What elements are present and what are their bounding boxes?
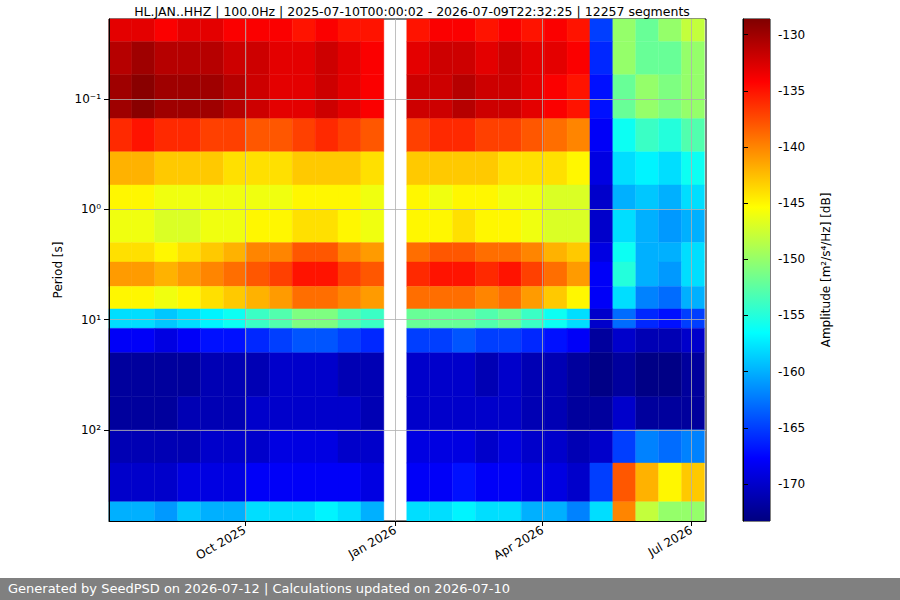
svg-text:Period [s]: Period [s] (51, 242, 65, 299)
svg-text:Apr 2026: Apr 2026 (491, 523, 546, 563)
svg-text:-130: -130 (778, 28, 805, 42)
svg-text:Jul 2026: Jul 2026 (645, 523, 695, 560)
svg-text:10²: 10² (81, 423, 101, 437)
svg-text:10⁰: 10⁰ (81, 202, 101, 216)
svg-text:10¹: 10¹ (81, 313, 101, 327)
svg-text:-170: -170 (778, 477, 805, 491)
svg-text:Generated by SeedPSD on 2026-0: Generated by SeedPSD on 2026-07-12 | Cal… (8, 581, 510, 596)
svg-text:Amplitude [m²/s⁴/Hz] [dB]: Amplitude [m²/s⁴/Hz] [dB] (819, 193, 833, 348)
svg-text:-155: -155 (778, 308, 805, 322)
svg-text:-160: -160 (778, 365, 805, 379)
svg-text:10⁻¹: 10⁻¹ (75, 92, 102, 106)
svg-text:-150: -150 (778, 252, 805, 266)
svg-text:-165: -165 (778, 421, 805, 435)
svg-text:HL.JAN..HHZ | 100.0Hz | 2025-0: HL.JAN..HHZ | 100.0Hz | 2025-07-10T00:00… (134, 4, 690, 19)
svg-text:-135: -135 (778, 84, 805, 98)
svg-text:-145: -145 (778, 196, 805, 210)
svg-text:Jan 2026: Jan 2026 (345, 523, 399, 562)
svg-text:-140: -140 (778, 140, 805, 154)
svg-text:Oct 2025: Oct 2025 (194, 523, 249, 563)
